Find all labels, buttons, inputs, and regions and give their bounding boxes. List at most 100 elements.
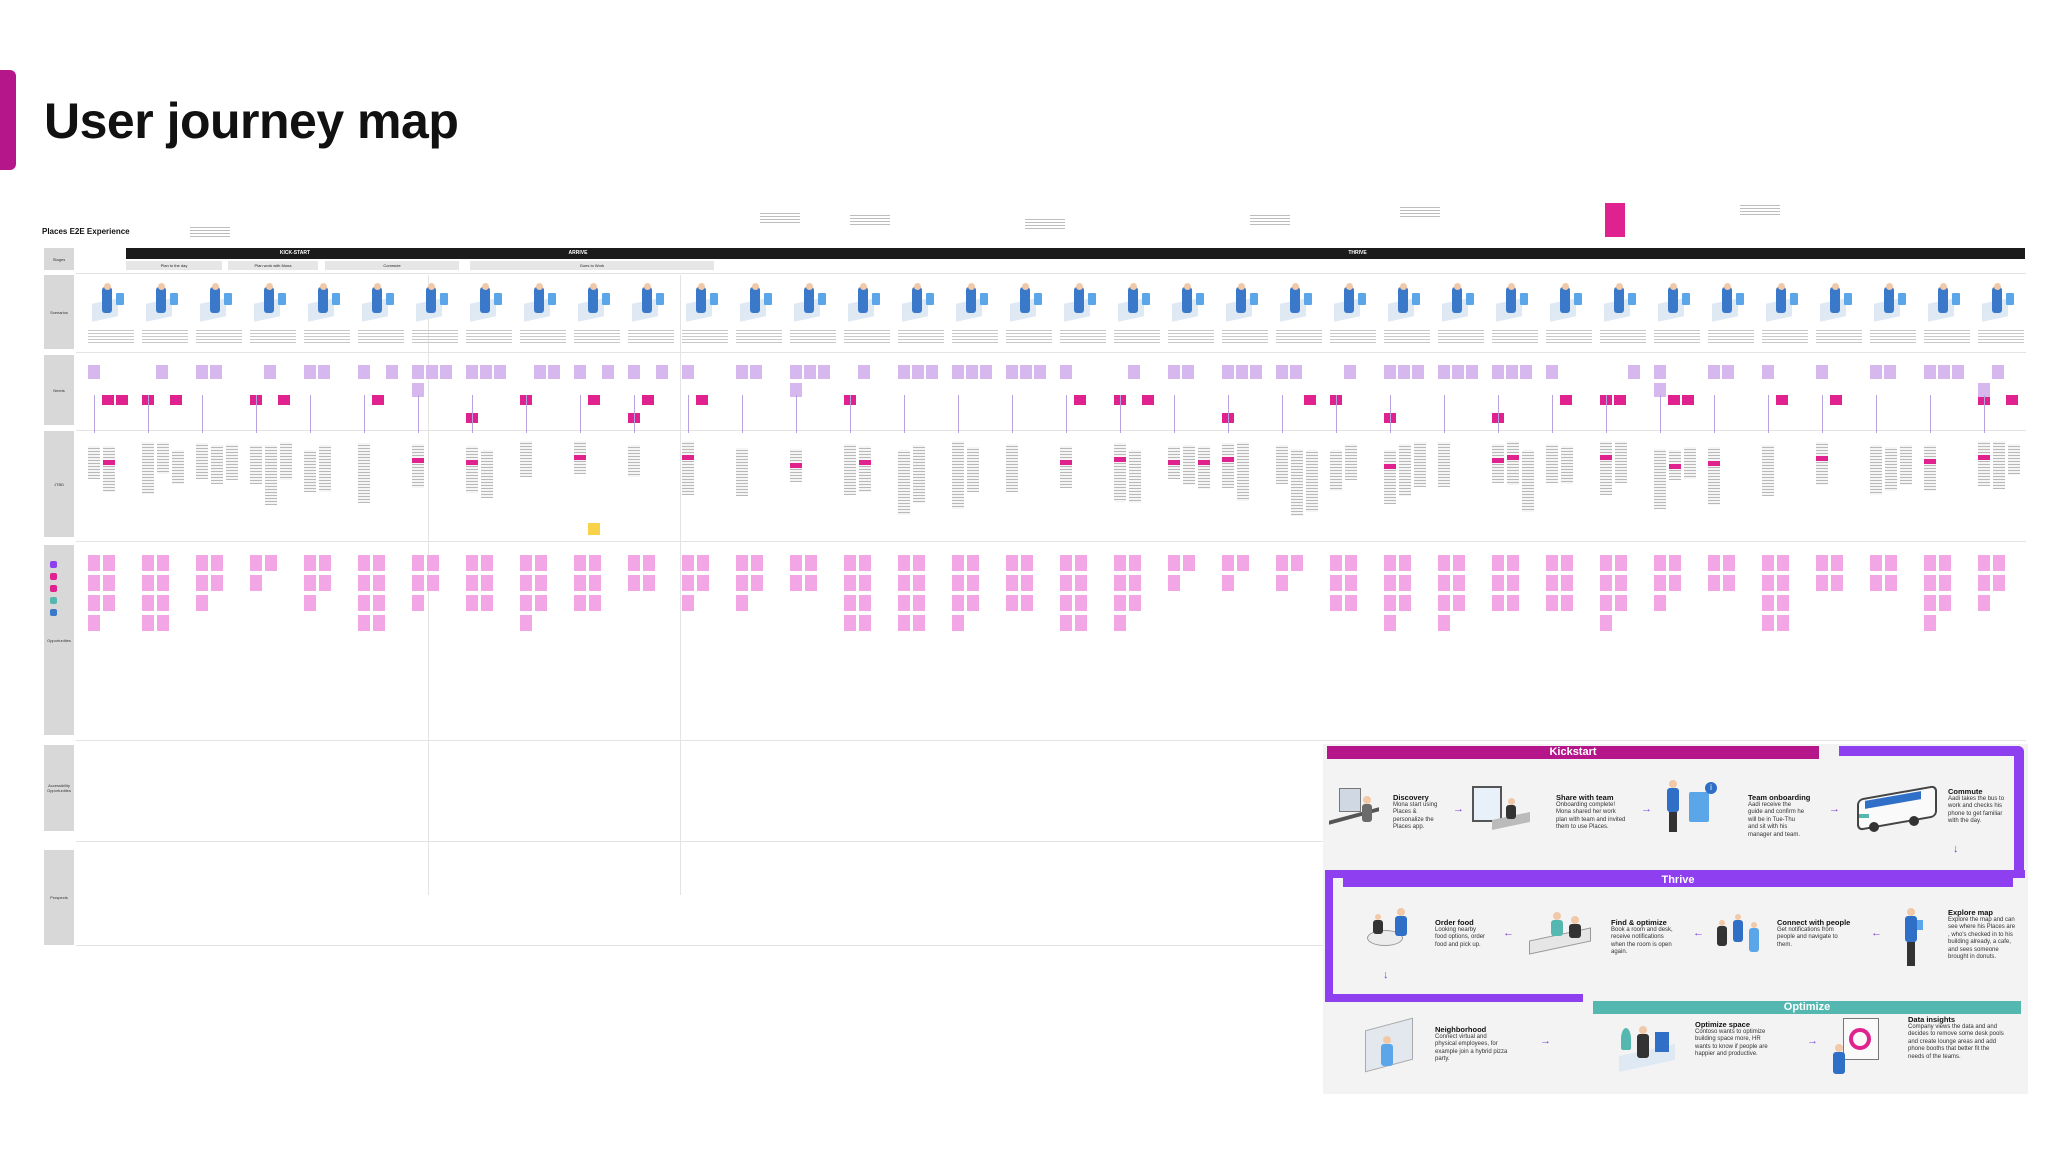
- opportunity-sticky: [1345, 575, 1357, 591]
- needs-sticky: [696, 395, 708, 405]
- jtbd-note: [88, 446, 100, 479]
- highlight-sticky: [588, 523, 600, 535]
- opportunity-sticky: [1870, 575, 1882, 591]
- needs-sticky: [372, 395, 384, 405]
- opportunity-sticky: [628, 575, 640, 591]
- opportunity-sticky: [1453, 575, 1465, 591]
- needs-sticky: [412, 365, 424, 379]
- opportunity-sticky: [142, 575, 154, 591]
- needs-sticky: [156, 365, 168, 379]
- step-order-food: Order food Looking nearby food options, …: [1435, 918, 1486, 948]
- opportunity-sticky: [520, 575, 532, 591]
- opportunity-sticky: [373, 615, 385, 631]
- opportunity-sticky: [1615, 575, 1627, 591]
- stage-bar-arrive: ARRIVE: [437, 248, 719, 259]
- opportunity-sticky: [1723, 555, 1735, 571]
- opportunity-sticky: [1006, 595, 1018, 611]
- row-divider: [76, 273, 2026, 274]
- needs-sticky: [980, 365, 992, 379]
- journey-map-board[interactable]: Places E2E Experience KICK-START ARRIVE …: [40, 203, 2026, 946]
- needs-sticky: [1128, 365, 1140, 379]
- step-neighborhood: Neighborhood Connect virtual and physica…: [1435, 1025, 1508, 1062]
- opportunity-sticky: [481, 595, 493, 611]
- needs-sticky: [1034, 365, 1046, 379]
- jtbd-note: [1900, 445, 1912, 485]
- share-team-illustration: [1468, 782, 1532, 838]
- opportunity-sticky: [88, 595, 100, 611]
- opportunity-sticky: [1978, 575, 1990, 591]
- scenario-caption: [1708, 328, 1754, 344]
- jtbd-note: [736, 448, 748, 496]
- jtbd-note: [1330, 450, 1342, 491]
- opportunity-sticky: [1924, 615, 1936, 631]
- opportunity-sticky: [319, 575, 331, 591]
- jtbd-note: [1816, 442, 1828, 485]
- jtbd-note: [520, 441, 532, 477]
- step-team-onboarding: Team onboarding Aadi receive the guide a…: [1748, 793, 1811, 838]
- title-accent-bar: [0, 70, 16, 170]
- scenario-caption: [142, 328, 188, 344]
- needs-sticky: [1668, 395, 1680, 405]
- opportunity-sticky: [1777, 575, 1789, 591]
- opportunity-sticky: [1669, 575, 1681, 591]
- scenario-caption: [520, 328, 566, 344]
- opportunity-sticky: [412, 595, 424, 611]
- opportunity-sticky: [967, 575, 979, 591]
- opportunity-sticky: [1600, 615, 1612, 631]
- scenario-caption: [1870, 328, 1916, 344]
- opportunity-sticky: [697, 555, 709, 571]
- jtbd-note: [196, 443, 208, 479]
- scenario-illustration: [358, 283, 400, 323]
- jtbd-note: [1978, 441, 1990, 486]
- scenario-caption: [952, 328, 998, 344]
- scenario-caption: [1276, 328, 1322, 344]
- jtbd-note: [1198, 446, 1210, 489]
- arrow-left-icon: ←: [1503, 927, 1514, 939]
- opportunity-sticky: [859, 575, 871, 591]
- opportunity-sticky: [1831, 575, 1843, 591]
- needs-sticky: [2006, 395, 2018, 405]
- needs-sticky: [1992, 365, 2004, 379]
- opportunity-sticky: [844, 555, 856, 571]
- jtbd-note: [481, 450, 493, 498]
- scenario-illustration: [520, 283, 562, 323]
- scenario-caption: [1924, 328, 1970, 344]
- stage-bar-thrive: THRIVE: [690, 248, 2025, 259]
- needs-sticky: [170, 395, 182, 405]
- needs-sticky: [210, 365, 222, 379]
- needs-connector: [310, 395, 311, 433]
- needs-sticky: [1168, 365, 1180, 379]
- jtbd-note: [1384, 450, 1396, 504]
- needs-connector: [418, 395, 419, 433]
- step-optimize-space: Optimize space Contoso wants to optimize…: [1695, 1020, 1768, 1057]
- opportunity-sticky: [697, 575, 709, 591]
- jtbd-note: [1561, 446, 1573, 484]
- order-food-illustration: [1357, 904, 1427, 970]
- phase-commute: Commute: [325, 261, 459, 270]
- opportunity-sticky: [844, 615, 856, 631]
- page-title: User journey map: [44, 93, 459, 149]
- opportunity-sticky: [1492, 575, 1504, 591]
- opportunity-sticky: [427, 555, 439, 571]
- opportunity-sticky: [751, 555, 763, 571]
- opportunity-sticky: [682, 575, 694, 591]
- legend-dot: [50, 573, 57, 580]
- opportunity-sticky: [466, 595, 478, 611]
- needs-connector: [1498, 395, 1499, 433]
- scenario-caption: [682, 328, 728, 344]
- needs-sticky: [790, 383, 802, 397]
- opportunity-sticky: [1129, 555, 1141, 571]
- opportunity-sticky: [589, 595, 601, 611]
- jtbd-note: [103, 446, 115, 492]
- scenario-caption: [1330, 328, 1376, 344]
- jtbd-note: [172, 450, 184, 484]
- needs-connector: [472, 395, 473, 433]
- step-connect-with-people: Connect with people Get notifications fr…: [1777, 918, 1851, 948]
- needs-sticky: [1614, 395, 1626, 405]
- opportunity-sticky: [1993, 575, 2005, 591]
- opportunity-sticky: [1816, 575, 1828, 591]
- step-explore-map: Explore map Explore the map and can see …: [1948, 908, 2016, 960]
- opportunity-sticky: [1438, 555, 1450, 571]
- opportunity-sticky: [967, 555, 979, 571]
- scenario-illustration: [844, 283, 886, 323]
